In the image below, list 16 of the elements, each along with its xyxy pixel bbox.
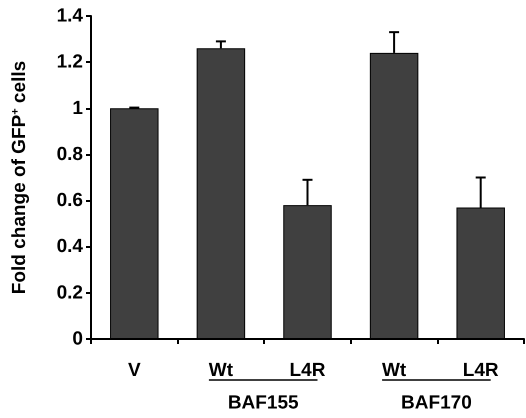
x-tick-label: Wt: [382, 360, 407, 381]
y-tick-label: 0.4: [56, 236, 84, 258]
x-tick-label: V: [128, 360, 141, 381]
y-tick-label: 0.8: [56, 144, 83, 165]
y-tick-label: 1: [72, 98, 84, 119]
y-tick-label: 0.6: [56, 190, 83, 212]
y-tick-label: 1.4: [56, 6, 84, 26]
x-tick-label: L4R: [290, 360, 326, 381]
y-tick-label: 0.2: [56, 282, 83, 304]
text: BAF170: [401, 392, 472, 414]
y-axis-title: Fold change of GFP+ cells: [9, 60, 30, 294]
y-tick-label: 1.2: [56, 52, 83, 73]
text: BAF155: [228, 392, 300, 414]
y-tick-label: 0: [72, 328, 83, 350]
x-tick-label: Wt: [208, 360, 234, 381]
x-tick-label: L4R: [462, 360, 499, 381]
